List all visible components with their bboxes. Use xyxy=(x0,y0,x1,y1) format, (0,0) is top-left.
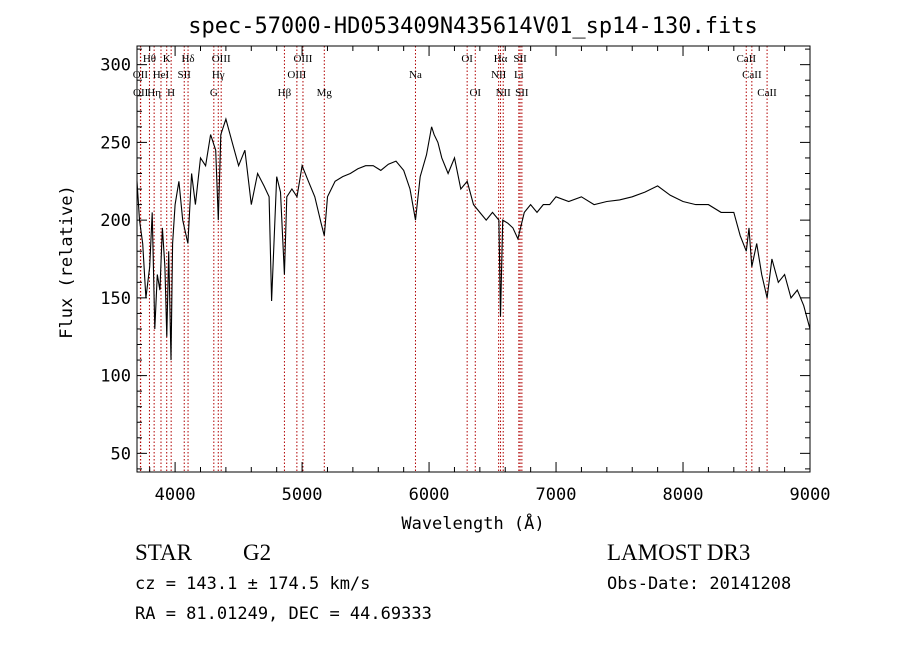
spectrum-line xyxy=(136,117,811,361)
marker-label-17: OI xyxy=(461,53,473,65)
marker-label-4: HeI xyxy=(153,69,170,81)
marker-label-11: G xyxy=(210,87,218,99)
x-tick-label-2: 6000 xyxy=(409,485,450,505)
object-class: STAR xyxy=(135,540,192,565)
marker-label-18: OI xyxy=(469,87,481,99)
redshift-text: cz = 143.1 ± 174.5 km/s xyxy=(135,574,371,594)
marker-label-13: OIII xyxy=(293,53,312,65)
marker-label-3: Hη xyxy=(147,87,161,99)
line-markers xyxy=(139,46,768,472)
y-axis: 50 100 150 200 250 300 xyxy=(100,48,810,470)
x-tick-label-0: 4000 xyxy=(155,485,196,505)
marker-label-6: SII xyxy=(178,69,192,81)
marker-label-9: OIII xyxy=(212,53,231,65)
y-tick-label-3: 200 xyxy=(100,211,131,231)
y-axis-label: Flux (relative) xyxy=(57,185,77,339)
marker-label-8: Hδ xyxy=(181,53,194,65)
x-axis: 4000 5000 6000 7000 8000 9000 xyxy=(149,46,831,505)
marker-label-25: CaII xyxy=(736,53,756,65)
x-tick-label-5: 9000 xyxy=(790,485,831,505)
chart-title: spec-57000-HD053409N435614V01_sp14-130.f… xyxy=(188,14,758,39)
coordinates-text: RA = 81.01249, DEC = 44.69333 xyxy=(135,604,432,624)
marker-label-14: OIII xyxy=(287,69,306,81)
x-tick-label-3: 7000 xyxy=(536,485,577,505)
marker-label-22: SII xyxy=(513,53,527,65)
obs-date-text: Obs-Date: 20141208 xyxy=(607,574,792,594)
plot-frame xyxy=(136,45,811,473)
marker-label-15: Mg xyxy=(317,87,333,99)
marker-label-7: H xyxy=(167,87,175,99)
marker-label-10: Hγ xyxy=(212,69,225,81)
marker-label-19: Hα xyxy=(494,53,508,65)
x-tick-label-1: 5000 xyxy=(282,485,323,505)
y-tick-label-4: 250 xyxy=(100,133,131,153)
marker-label-20: NII xyxy=(491,69,507,81)
marker-label-21: NII xyxy=(496,87,512,99)
y-tick-label-5: 300 xyxy=(100,56,131,76)
marker-label-5: K xyxy=(163,53,171,65)
x-tick-label-4: 8000 xyxy=(663,485,704,505)
marker-label-16: Na xyxy=(409,69,422,81)
marker-label-1: OII xyxy=(133,69,149,81)
x-axis-label: Wavelength (Å) xyxy=(401,512,544,534)
marker-label-27: CaII xyxy=(757,87,777,99)
survey-label: LAMOST DR3 xyxy=(607,540,751,565)
y-tick-label-1: 100 xyxy=(100,367,131,387)
marker-label-0: Hθ xyxy=(143,53,156,65)
marker-label-23: Li xyxy=(514,69,524,81)
marker-label-24: SII xyxy=(515,87,529,99)
marker-label-12: Hβ xyxy=(278,87,292,99)
y-tick-label-2: 150 xyxy=(100,289,131,309)
object-subclass: G2 xyxy=(243,540,272,565)
marker-label-26: CaII xyxy=(742,69,762,81)
y-tick-label-0: 50 xyxy=(111,444,131,464)
